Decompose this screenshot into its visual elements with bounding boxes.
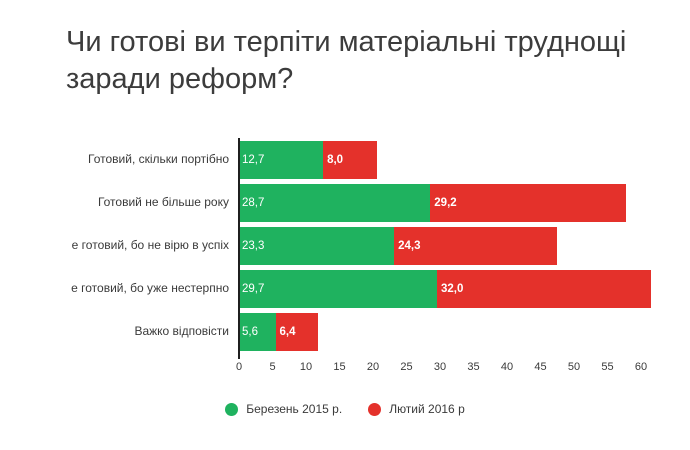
bar-segment-march-2015: 23,3 — [238, 226, 395, 265]
x-axis-tick-label: 35 — [467, 361, 480, 374]
x-axis: 0 5 10 15 20 25 30 35 40 45 50 55 60 — [66, 358, 690, 378]
bar-segment-february-2016: 6,4 — [275, 312, 319, 351]
x-axis-tick-label: 20 — [366, 361, 380, 374]
chart-row: Готовий не більше року 28,7 29,2 — [66, 181, 690, 224]
category-label: е готовий, бо не вірю в успіх — [71, 238, 229, 253]
y-axis-line — [238, 138, 240, 360]
bar-value-label: 23,3 — [242, 239, 265, 252]
legend-color-dot — [225, 402, 239, 416]
x-axis-tick-label: 5 — [269, 361, 276, 374]
bar-group: 29,7 32,0 — [238, 269, 690, 308]
bar-segment-february-2016: 8,0 — [323, 140, 377, 179]
chart-title: Чи готові ви терпіти матеріальні труднощ… — [66, 26, 627, 96]
x-axis-tick-label: 55 — [601, 361, 614, 374]
x-axis-tick-label: 60 — [634, 361, 648, 374]
x-axis-tick-label: 25 — [400, 361, 413, 374]
bar-segment-march-2015: 12,7 — [238, 140, 324, 179]
x-axis-tick-label: 0 — [235, 361, 243, 374]
bar-group: 23,3 24,3 — [238, 226, 690, 265]
legend-item: Березень 2015 р. — [225, 402, 342, 416]
x-axis-tick-label: 50 — [567, 361, 581, 374]
bar-value-label: 29,2 — [434, 196, 457, 209]
x-axis-tick-label: 10 — [299, 361, 313, 374]
bar-group: 5,6 6,4 — [238, 312, 690, 351]
chart-row: Готовий, скільки портібно 12,7 8,0 — [66, 138, 690, 181]
legend-label: Лютий 2016 р — [389, 402, 465, 417]
bar-value-label: 6,4 — [279, 325, 296, 338]
bar-value-label: 32,0 — [440, 282, 464, 295]
bar-value-label: 28,7 — [242, 196, 265, 209]
x-axis-tick-label: 45 — [534, 361, 547, 374]
legend-item: Лютий 2016 р — [368, 402, 465, 416]
bar-group: 12,7 8,0 — [238, 140, 690, 179]
bar-segment-february-2016: 29,2 — [430, 183, 626, 222]
legend-color-dot — [368, 402, 382, 416]
legend-label: Березень 2015 р. — [246, 402, 343, 417]
bar-chart: Готовий, скільки портібно 12,7 8,0 Готовий … — [0, 138, 690, 416]
bar-segment-march-2015: 28,7 — [238, 183, 431, 222]
x-axis-tick-label: 15 — [333, 361, 346, 374]
category-label: Готовий, скільки портібно — [88, 152, 229, 167]
category-label: е готовий, бо уже нестерпно — [71, 281, 229, 296]
bar-segment-march-2015: 5,6 — [238, 312, 276, 351]
category-label: Важко відповісти — [134, 324, 229, 339]
bar-value-label: 29,7 — [242, 282, 265, 295]
chart-legend: Березень 2015 р. Лютий 2016 р — [0, 402, 690, 416]
bar-value-label: 8,0 — [327, 153, 344, 166]
bar-segment-march-2015: 29,7 — [238, 269, 437, 308]
x-axis-tick-label: 40 — [500, 361, 514, 374]
chart-row: е готовий, бо уже нестерпно 29,7 32,0 — [66, 267, 690, 310]
category-label: Готовий не більше року — [97, 195, 229, 210]
bar-segment-february-2016: 32,0 — [436, 269, 652, 308]
x-axis-tick-label: 30 — [433, 361, 447, 374]
bar-value-label: 24,3 — [398, 239, 421, 252]
bar-segment-february-2016: 24,3 — [394, 226, 557, 265]
bar-value-label: 12,7 — [242, 153, 265, 166]
chart-rows: Готовий, скільки портібно 12,7 8,0 Готовий … — [66, 138, 690, 360]
chart-row: е готовий, бо не вірю в успіх 23,3 24,3 — [66, 224, 690, 267]
bar-group: 28,7 29,2 — [238, 183, 690, 222]
chart-row: Важко відповісти 5,6 6,4 — [66, 310, 690, 353]
bar-value-label: 5,6 — [242, 325, 258, 338]
